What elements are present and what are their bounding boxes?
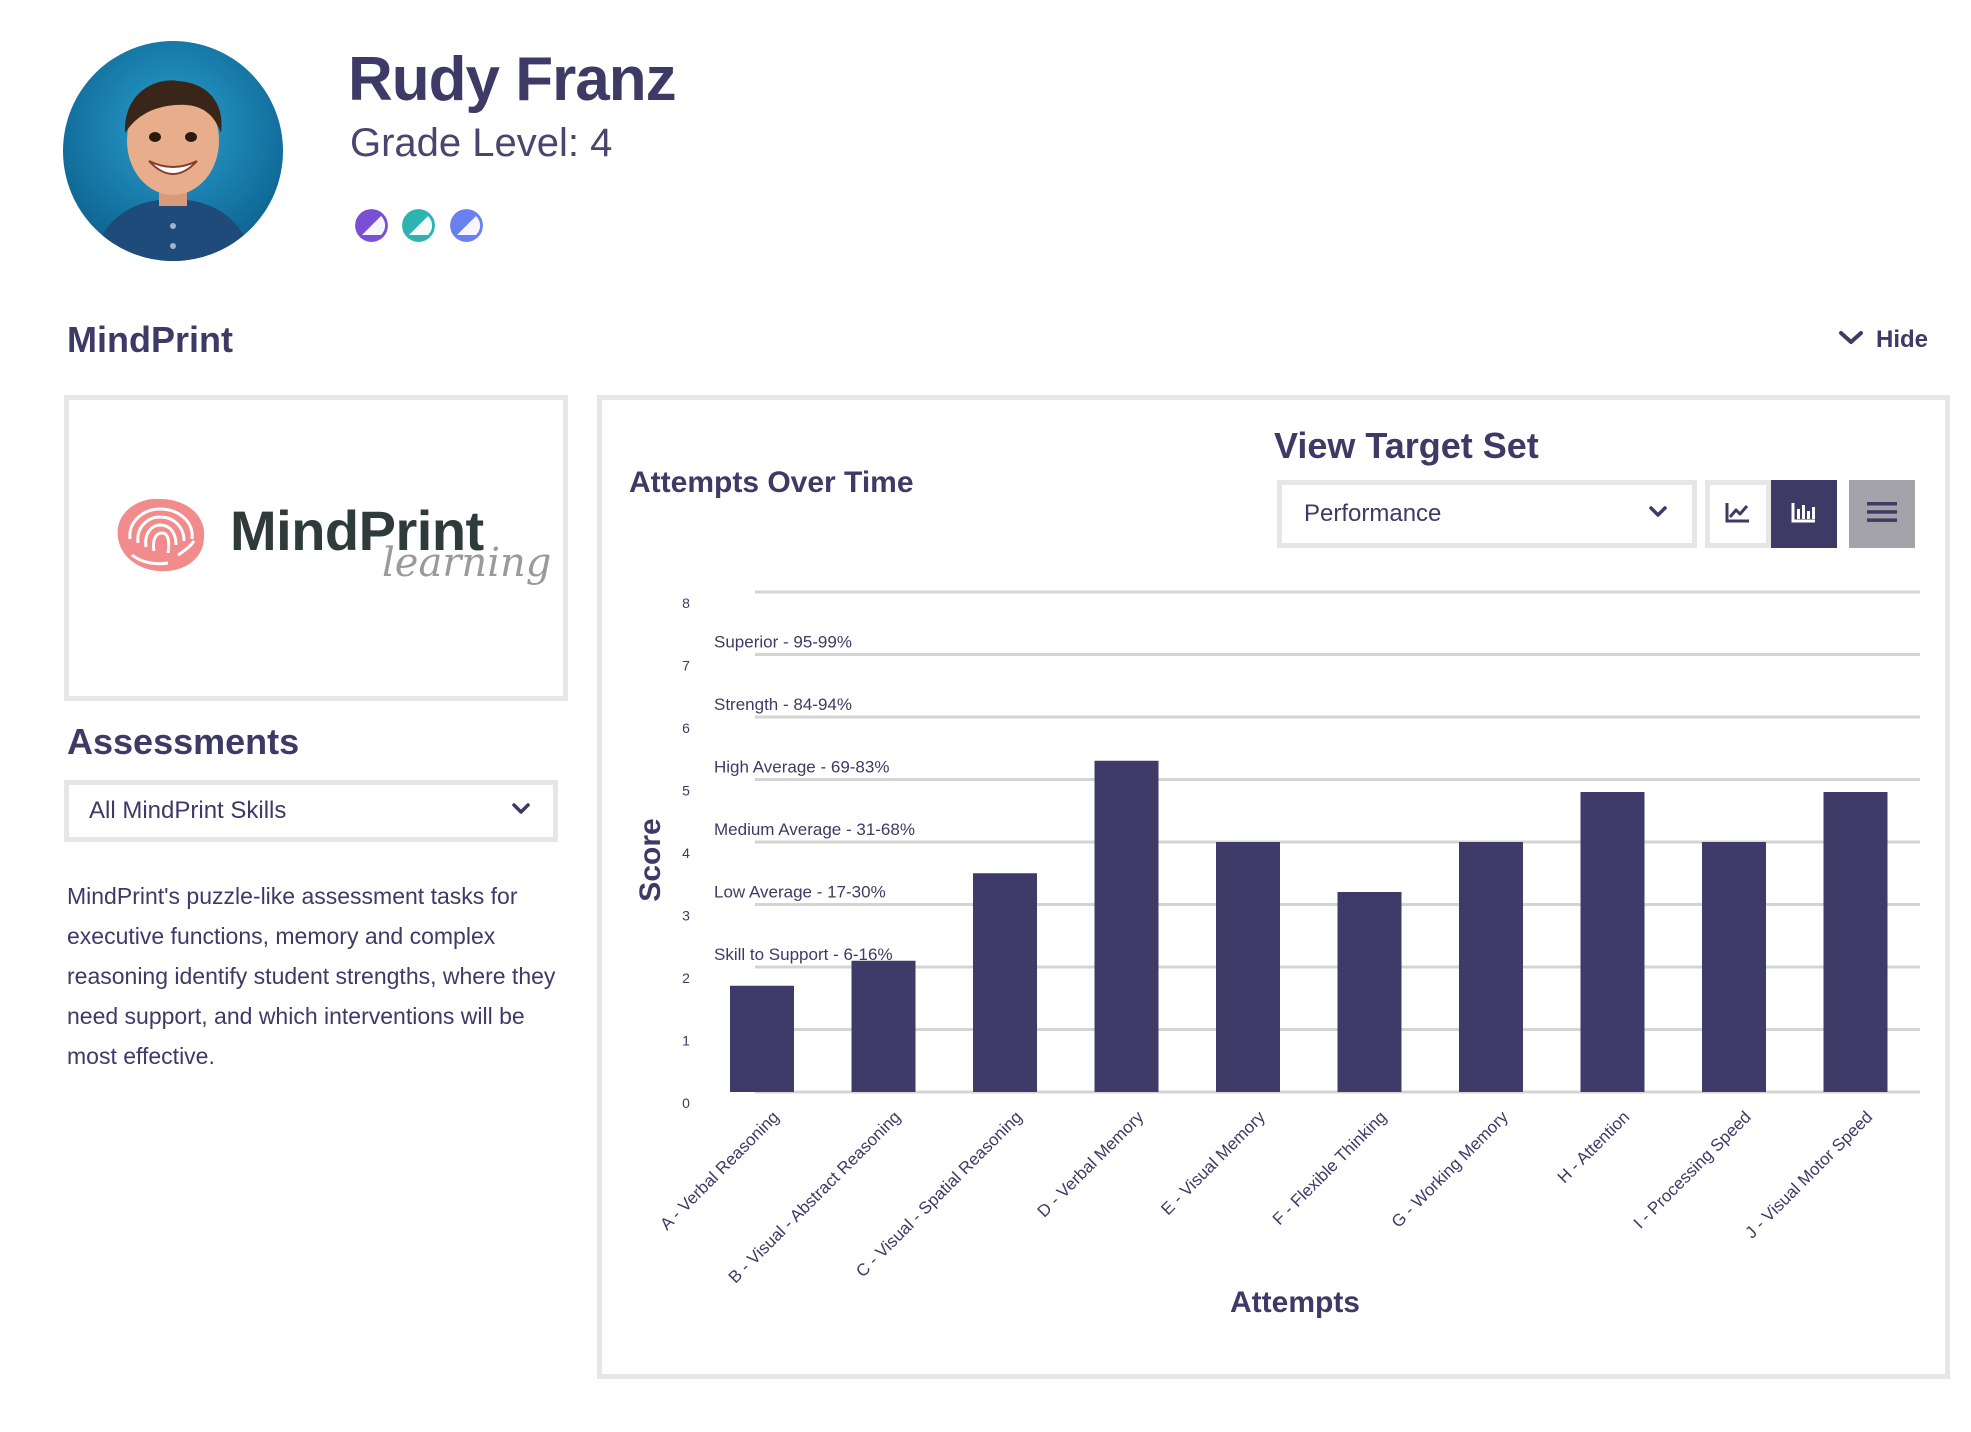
band-label: Low Average - 17-30% (714, 883, 886, 902)
badge-blue-icon[interactable] (450, 209, 483, 242)
y-tick-label: 3 (682, 908, 690, 924)
section-title: MindPrint (67, 319, 233, 360)
student-avatar (63, 41, 283, 261)
student-name: Rudy Franz (348, 45, 677, 114)
bar[interactable] (1702, 842, 1766, 1092)
grade-level: Grade Level: 4 (350, 121, 613, 165)
x-tick-label: H - Attention (1554, 1107, 1634, 1187)
assessments-dropdown[interactable]: All MindPrint Skills (64, 780, 558, 842)
view-target-set-title: View Target Set (1274, 425, 1539, 466)
assessments-selected-value: All MindPrint Skills (89, 797, 287, 824)
x-tick-label: G - Working Memory (1388, 1107, 1512, 1231)
bar[interactable] (851, 960, 916, 1092)
y-tick-label: 6 (682, 720, 690, 736)
bar-chart: Skill to Support - 6-16% Low Average - 17… (634, 590, 1920, 1319)
chart-title: Attempts Over Time (629, 466, 914, 499)
x-tick-label: E - Visual Memory (1157, 1107, 1269, 1219)
bar-chart-icon (1791, 501, 1817, 528)
logo-subtitle: learning (382, 540, 552, 586)
target-set-dropdown[interactable]: Performance (1277, 480, 1697, 548)
y-tick-label: 0 (682, 1095, 690, 1111)
assessments-title: Assessments (67, 721, 300, 762)
y-tick-label: 2 (682, 970, 690, 986)
bar[interactable] (1823, 792, 1888, 1092)
y-tick-label: 4 (682, 845, 690, 861)
logo-wordmark: MindPrint (230, 499, 484, 562)
table-view-button[interactable] (1849, 480, 1915, 548)
y-tick-label: 8 (682, 595, 690, 611)
band-label: Skill to Support - 6-16% (714, 945, 893, 964)
bar[interactable] (973, 873, 1037, 1092)
line-chart-icon (1725, 501, 1751, 528)
x-axis-title: Attempts (1230, 1286, 1360, 1319)
assessments-description: MindPrint's puzzle-like assessment tasks… (67, 883, 556, 1069)
x-tick-label: D - Verbal Memory (1034, 1107, 1148, 1221)
y-axis-title: Score (634, 818, 667, 901)
x-tick-label: I - Processing Speed (1630, 1107, 1755, 1232)
band-label: High Average - 69-83% (714, 758, 889, 777)
y-tick-label: 1 (682, 1033, 690, 1049)
bar[interactable] (1459, 842, 1523, 1092)
bar[interactable] (1337, 892, 1402, 1092)
chevron-down-icon (1838, 330, 1864, 351)
bar-chart-view-button[interactable] (1771, 480, 1837, 548)
target-set-selected-value: Performance (1304, 500, 1442, 527)
bar[interactable] (1580, 792, 1645, 1092)
bar[interactable] (1094, 760, 1159, 1092)
x-tick-label: F - Flexible Thinking (1269, 1107, 1390, 1228)
x-tick-label: J - Visual Motor Speed (1742, 1107, 1877, 1242)
hide-toggle[interactable]: Hide (1838, 326, 1928, 354)
menu-lines-icon (1866, 500, 1898, 529)
band-label: Strength - 84-94% (714, 695, 852, 714)
band-label: Superior - 95-99% (714, 633, 852, 652)
badge-teal-icon[interactable] (402, 209, 435, 242)
x-tick-label: A - Verbal Reasoning (656, 1107, 782, 1233)
chevron-down-icon (1648, 505, 1668, 523)
fingerprint-brain-icon (108, 493, 212, 582)
chevron-down-icon (511, 802, 531, 820)
line-chart-view-button[interactable] (1705, 480, 1771, 548)
band-label: Medium Average - 31-68% (714, 820, 915, 839)
bar[interactable] (1216, 842, 1280, 1092)
badge-purple-icon[interactable] (355, 209, 388, 242)
y-tick-label: 5 (682, 783, 690, 799)
y-tick-label: 7 (682, 658, 690, 674)
hide-label: Hide (1876, 326, 1929, 353)
bar[interactable] (730, 985, 794, 1092)
